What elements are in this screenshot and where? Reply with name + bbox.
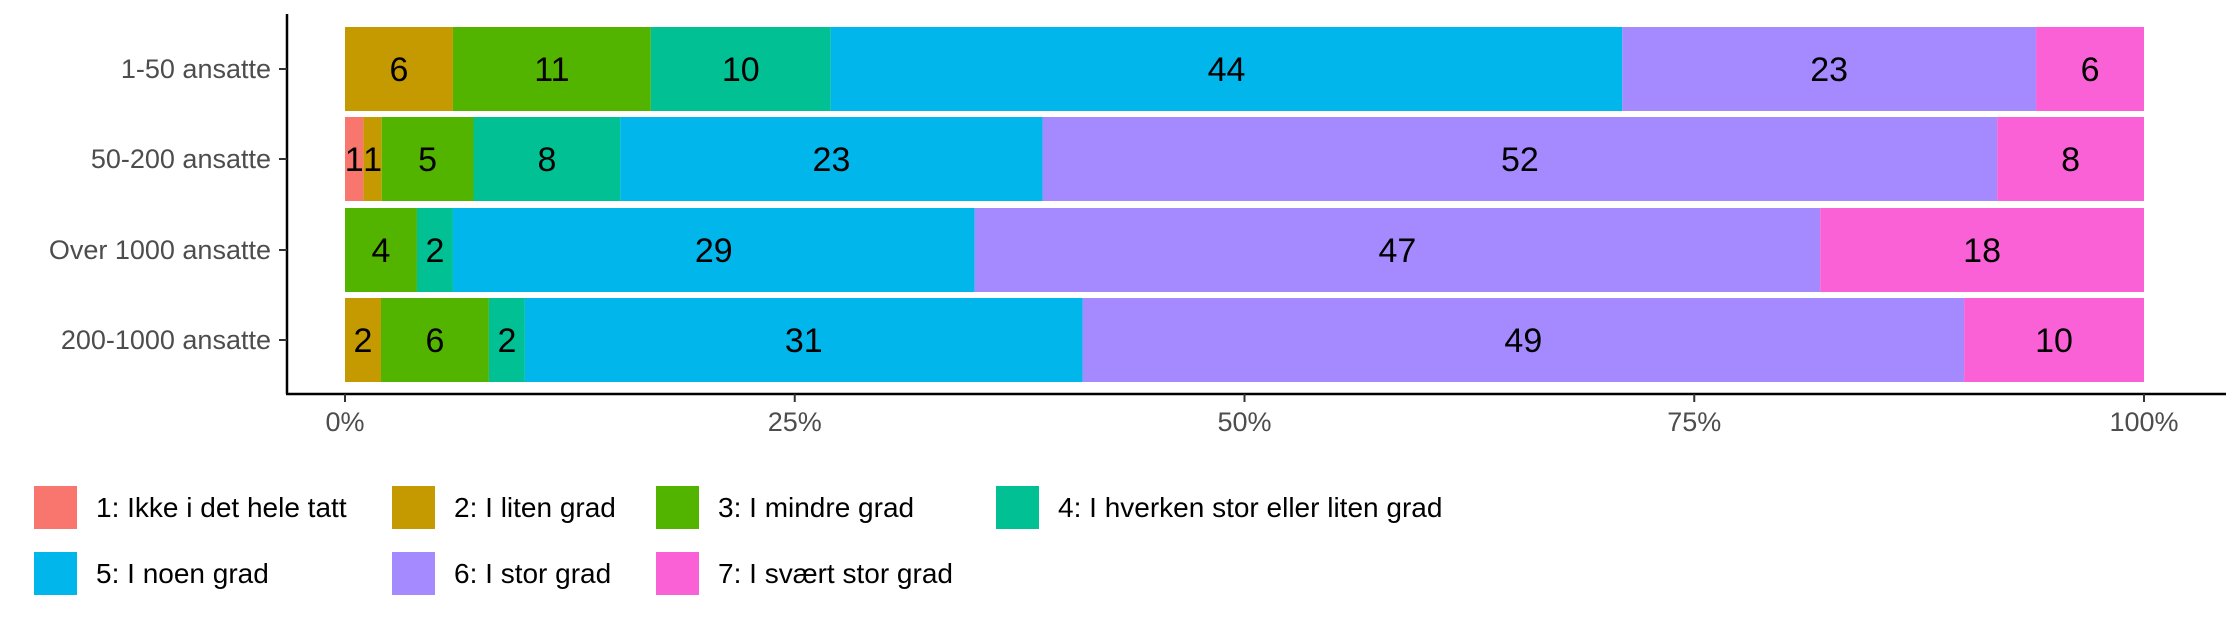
data-label: 10: [722, 51, 760, 89]
bar-segment: [1042, 117, 1998, 201]
legend-label: 3: I mindre grad: [718, 492, 914, 523]
legend-label: 7: I svært stor grad: [718, 558, 953, 589]
legend-label: 4: I hverken stor eller liten grad: [1058, 492, 1442, 523]
data-label: 8: [537, 141, 556, 179]
data-label: 44: [1208, 51, 1246, 89]
legend-item: 5: I noen grad: [34, 552, 269, 595]
legend: 1: Ikke i det hele tatt 2: I liten grad 3:…: [34, 486, 1442, 595]
bar-segment: [620, 117, 1043, 201]
bar-segment: [416, 208, 453, 292]
x-tick-label: 75%: [1667, 407, 1721, 437]
bar-segment: [381, 117, 474, 201]
data-label: 6: [2081, 51, 2100, 89]
data-label: 10: [2035, 322, 2073, 360]
bar-segment: [524, 298, 1083, 382]
data-label: 23: [1810, 51, 1848, 89]
segment-labels-layer: 6 11 10 44 23 61 1 5 8 23 52 84 2 29 47 182 6 2 31 49 10: [345, 51, 2100, 360]
legend-swatch: [996, 486, 1039, 529]
bars-layer: [345, 27, 2144, 382]
data-label: 4: [372, 232, 391, 270]
x-tick-label: 0%: [325, 407, 364, 437]
data-label: 6: [390, 51, 409, 89]
data-label: 23: [813, 141, 851, 179]
data-label: 2: [354, 322, 373, 360]
bar-segment: [345, 208, 417, 292]
bar-segment: [380, 298, 489, 382]
x-axis: 0% 25% 50% 75% 100%: [325, 394, 2179, 437]
bar-segment: [2036, 27, 2144, 111]
legend-label: 5: I noen grad: [96, 558, 269, 589]
bar-segment: [1964, 298, 2144, 382]
legend-item: 2: I liten grad: [392, 486, 616, 529]
bar-segment: [1820, 208, 2144, 292]
legend-label: 1: Ikke i det hele tatt: [96, 492, 347, 523]
legend-item: 7: I svært stor grad: [656, 552, 953, 595]
legend-item: 6: I stor grad: [392, 552, 611, 595]
bar-segment: [974, 208, 1821, 292]
legend-swatch: [656, 552, 699, 595]
legend-item: 4: I hverken stor eller liten grad: [996, 486, 1442, 529]
data-label: 8: [2061, 141, 2080, 179]
x-tick-label: 50%: [1217, 407, 1271, 437]
data-label: 1: [345, 141, 364, 179]
bar-segment: [1997, 117, 2144, 201]
data-label: 2: [497, 322, 516, 360]
bar-segment: [452, 208, 975, 292]
y-tick-label: Over 1000 ansatte: [49, 235, 271, 265]
data-label: 6: [425, 322, 444, 360]
data-label: 49: [1504, 322, 1542, 360]
legend-swatch: [392, 552, 435, 595]
data-label: 31: [785, 322, 823, 360]
data-label: 2: [425, 232, 444, 270]
bar-segment: [1622, 27, 2037, 111]
data-label: 47: [1379, 232, 1417, 270]
legend-item: 3: I mindre grad: [656, 486, 914, 529]
legend-swatch: [34, 486, 77, 529]
data-label: 1: [363, 141, 382, 179]
bar-segment: [830, 27, 1623, 111]
legend-swatch: [392, 486, 435, 529]
bar-segment: [650, 27, 831, 111]
bar-segment: [345, 298, 381, 382]
bar-segment: [345, 27, 453, 111]
x-tick-label: 100%: [2109, 407, 2178, 437]
bar-segment: [345, 117, 364, 201]
data-label: 29: [695, 232, 733, 270]
bar-segment: [473, 117, 621, 201]
bar-segment: [488, 298, 525, 382]
legend-swatch: [656, 486, 699, 529]
x-tick-label: 25%: [768, 407, 822, 437]
data-label: 18: [1963, 232, 2001, 270]
y-tick-label: 200-1000 ansatte: [61, 325, 271, 355]
legend-swatch: [34, 552, 77, 595]
data-label: 11: [534, 51, 569, 89]
y-tick-label: 1-50 ansatte: [121, 54, 271, 84]
bar-segment: [363, 117, 382, 201]
data-label: 52: [1501, 141, 1539, 179]
legend-label: 6: I stor grad: [454, 558, 611, 589]
y-axis: 1-50 ansatte 50-200 ansatte Over 1000 ansa…: [49, 54, 287, 355]
legend-item: 1: Ikke i det hele tatt: [34, 486, 347, 529]
y-tick-label: 50-200 ansatte: [91, 144, 271, 174]
legend-label: 2: I liten grad: [454, 492, 616, 523]
data-label: 5: [418, 141, 437, 179]
bar-segment: [452, 27, 651, 111]
bar-segment: [1082, 298, 1965, 382]
